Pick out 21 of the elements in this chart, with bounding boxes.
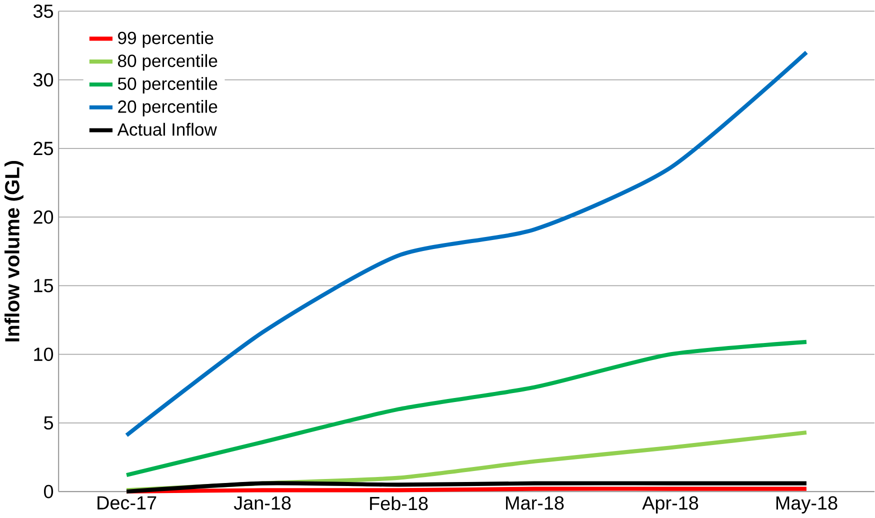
line-series bbox=[124, 340, 808, 478]
y-tick-label: 25 bbox=[34, 142, 53, 156]
y-axis-title: Inflow volume (GL) bbox=[4, 161, 24, 342]
legend-label: 99 percentie bbox=[118, 31, 214, 48]
y-tick-label: 5 bbox=[44, 416, 54, 430]
y-tick-label: 30 bbox=[33, 73, 54, 87]
x-tick-label: Apr-18 bbox=[642, 496, 698, 514]
x-tick-label: Jan-18 bbox=[234, 496, 291, 510]
legend-label: 80 percentile bbox=[118, 54, 218, 71]
y-tick-label: 15 bbox=[34, 279, 53, 292]
y-tick-label: 20 bbox=[34, 210, 54, 224]
legend-label: 50 percentile bbox=[118, 77, 218, 94]
x-tick-label: Feb-18 bbox=[370, 496, 428, 510]
x-tick-label: Dec-17 bbox=[98, 496, 156, 510]
legend-label: 20 percentile bbox=[118, 100, 218, 116]
x-tick-label: May-18 bbox=[776, 496, 838, 514]
legend-label: Actual Inflow bbox=[117, 122, 217, 136]
y-tick-label: 10 bbox=[34, 348, 54, 362]
x-tick-label: Mar-18 bbox=[506, 496, 564, 510]
y-tick-label: 35 bbox=[33, 4, 53, 18]
y-tick-label: 0 bbox=[44, 484, 54, 498]
